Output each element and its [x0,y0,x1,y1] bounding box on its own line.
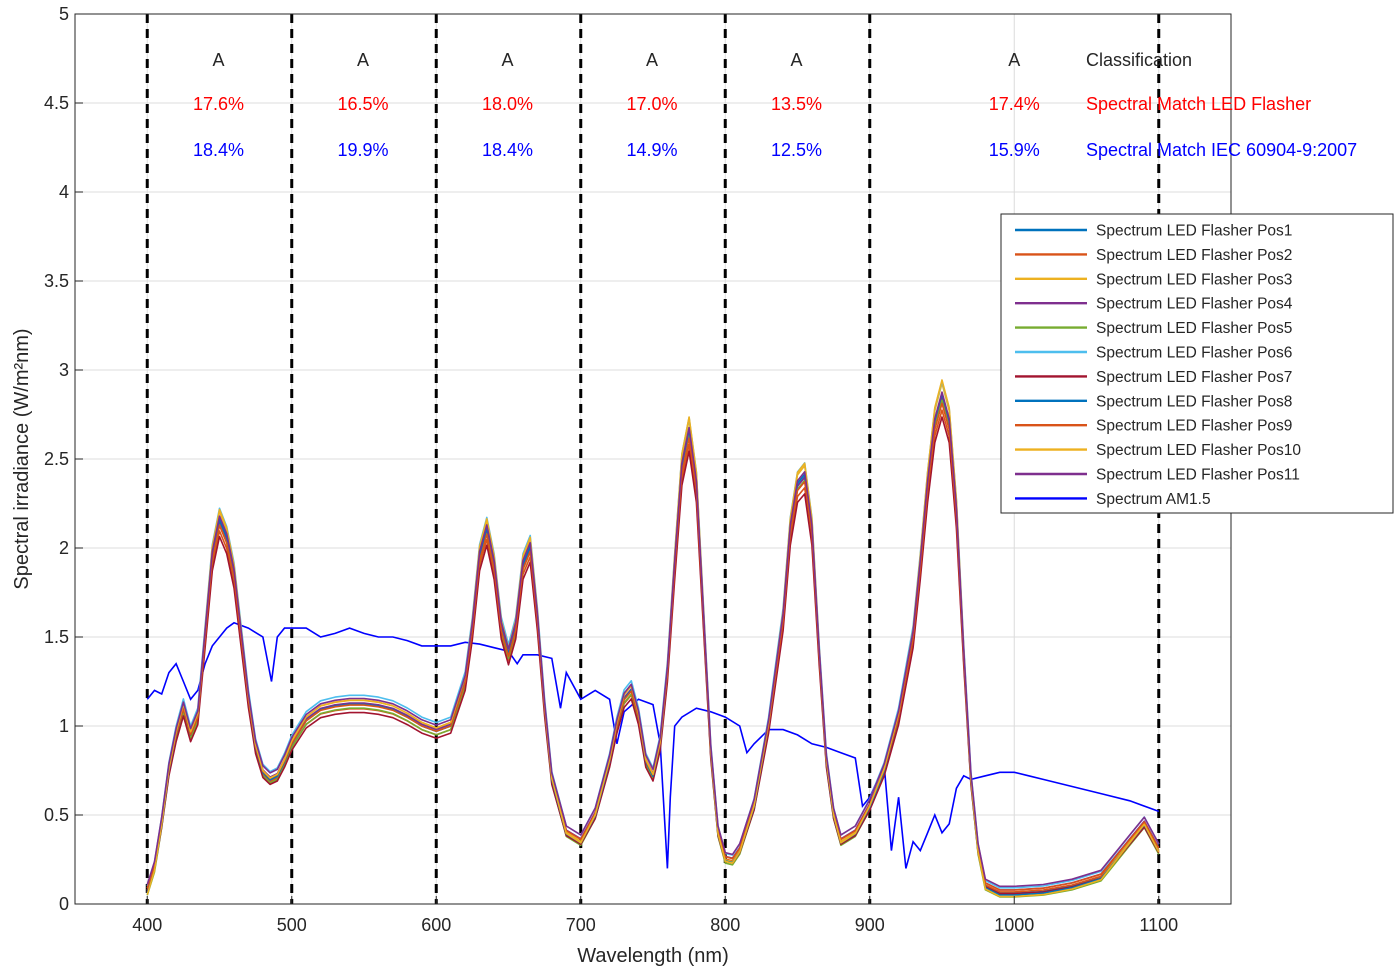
y-tick-label: 5 [59,4,69,24]
x-tick-label: 800 [710,915,740,935]
legend-box [1000,213,1394,514]
band-match-iec: 15.9% [989,140,1040,160]
x-tick-label: 400 [132,915,162,935]
band-annotations: A 17.6% 18.4% A 16.5% 19.9% A 18.0% 18.4% A 17.0% 1… [193,50,1357,160]
band-match-led: 13.5% [771,94,822,114]
y-tick-label: 4.5 [44,93,69,113]
series-line-led-pos10 [146,379,1160,898]
series-lines [146,379,1160,898]
legend-label: Spectrum LED Flasher Pos6 [1096,345,1292,362]
y-tick-label: 0 [59,894,69,914]
row-label-classification: Classification [1086,50,1192,70]
band-match-led: 16.5% [337,94,388,114]
row-label-match-led: Spectral Match LED Flasher [1086,94,1311,114]
legend: Spectrum LED Flasher Pos1 Spectrum LED Fl… [1000,213,1394,514]
legend-label: Spectrum LED Flasher Pos7 [1096,369,1292,386]
row-label-match-iec: Spectral Match IEC 60904-9:2007 [1086,140,1357,160]
legend-label: Spectrum LED Flasher Pos5 [1096,320,1292,337]
x-tick-label: 700 [566,915,596,935]
y-tick-label: 1.5 [44,627,69,647]
band-classification: A [212,50,224,70]
band-classification: A [501,50,513,70]
band-classification: A [1008,50,1020,70]
band-classification: A [357,50,369,70]
series-line-led-pos11 [146,391,1160,888]
legend-label: Spectrum AM1.5 [1096,491,1211,508]
x-tick-label: 1000 [994,915,1034,935]
legend-label: Spectrum LED Flasher Pos1 [1096,223,1292,240]
x-tick-label: 600 [421,915,451,935]
y-tick-label: 0.5 [44,805,69,825]
band-match-led: 18.0% [482,94,533,114]
series-line-led-pos7 [146,416,1160,895]
legend-label: Spectrum LED Flasher Pos4 [1096,296,1293,313]
band-boundary-lines [145,14,1161,904]
y-tick-label: 2.5 [44,449,69,469]
band-match-iec: 18.4% [482,140,533,160]
x-axis-label: Wavelength (nm) [577,945,729,967]
band-match-led: 17.0% [626,94,677,114]
legend-label: Spectrum LED Flasher Pos10 [1096,442,1301,459]
legend-label: Spectrum LED Flasher Pos2 [1096,247,1292,264]
band-match-iec: 14.9% [626,140,677,160]
band-classification: A [646,50,658,70]
y-tick-label: 3.5 [44,271,69,291]
series-line-am15 [146,621,1160,869]
x-tick-label: 1100 [1139,915,1178,935]
y-tick-label: 4 [59,182,69,202]
band-match-iec: 18.4% [193,140,244,160]
axis-ticks: 400 500 600 700 800 900 1000 1100 0 0.5 1 1.5 2 2.5 3 3… [44,4,1178,935]
x-tick-label: 500 [277,915,307,935]
x-tick-label: 900 [855,915,885,935]
band-match-led: 17.6% [193,94,244,114]
legend-label: Spectrum LED Flasher Pos11 [1096,467,1300,484]
legend-label: Spectrum LED Flasher Pos9 [1096,418,1292,435]
y-tick-label: 3 [59,360,69,380]
band-match-iec: 12.5% [771,140,822,160]
band-match-iec: 19.9% [337,140,388,160]
band-classification: A [790,50,802,70]
legend-label: Spectrum LED Flasher Pos3 [1096,271,1292,288]
y-axis-label: Spectral irradiance (W/m²nm) [11,328,33,589]
y-tick-label: 2 [59,538,69,558]
y-tick-label: 1 [59,716,69,736]
band-match-led: 17.4% [989,94,1040,114]
legend-label: Spectrum LED Flasher Pos8 [1096,393,1292,410]
